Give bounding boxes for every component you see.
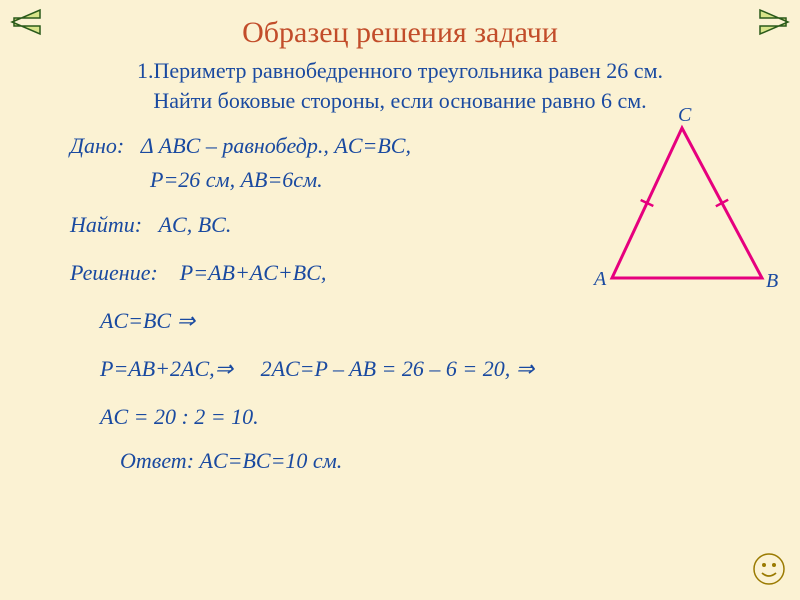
vertex-b-label: B <box>766 270 778 293</box>
vertex-a-label: A <box>594 268 606 291</box>
problem-statement: 1.Периметр равнобедренного треугольника … <box>40 56 760 115</box>
subtitle-line-2: Найти боковые стороны, если основание ра… <box>40 86 760 116</box>
page-title: Образец решения задачи <box>40 16 760 50</box>
solution-step-3: P=AB+2AC,⇒ 2AC=P – AB = 26 – 6 = 20, ⇒ <box>100 352 760 386</box>
triangle-figure: C A B <box>582 118 782 298</box>
vertex-c-label: C <box>678 104 691 127</box>
triangle-svg <box>582 118 782 298</box>
smiley-button[interactable] <box>752 552 786 586</box>
subtitle-line-1: 1.Периметр равнобедренного треугольника … <box>40 56 760 86</box>
arrow-left-icon <box>10 8 42 36</box>
solution-step-3b: 2AC=P – AB = 26 – 6 = 20, ⇒ <box>261 356 535 381</box>
solution-step-1: P=AB+AC+BC, <box>180 260 327 285</box>
arrow-right-icon <box>758 8 790 36</box>
given-text-1: Δ ABC – равнобедр., AC=BC, <box>141 133 411 158</box>
given-label: Дано: <box>70 133 124 158</box>
solution-step-2: AC=BC ⇒ <box>100 304 760 338</box>
find-label: Найти: <box>70 212 142 237</box>
solution-step-4: AC = 20 : 2 = 10. <box>100 400 760 434</box>
prev-button[interactable] <box>10 8 42 36</box>
find-text: AC, BC. <box>159 212 232 237</box>
next-button[interactable] <box>758 8 790 36</box>
solution-label: Решение: <box>70 260 158 285</box>
answer-line: Ответ: AC=BC=10 см. <box>120 444 760 478</box>
slide-page: Образец решения задачи 1.Периметр равноб… <box>0 0 800 600</box>
smiley-icon <box>752 552 786 586</box>
solution-step-3a: P=AB+2AC,⇒ <box>100 356 233 381</box>
